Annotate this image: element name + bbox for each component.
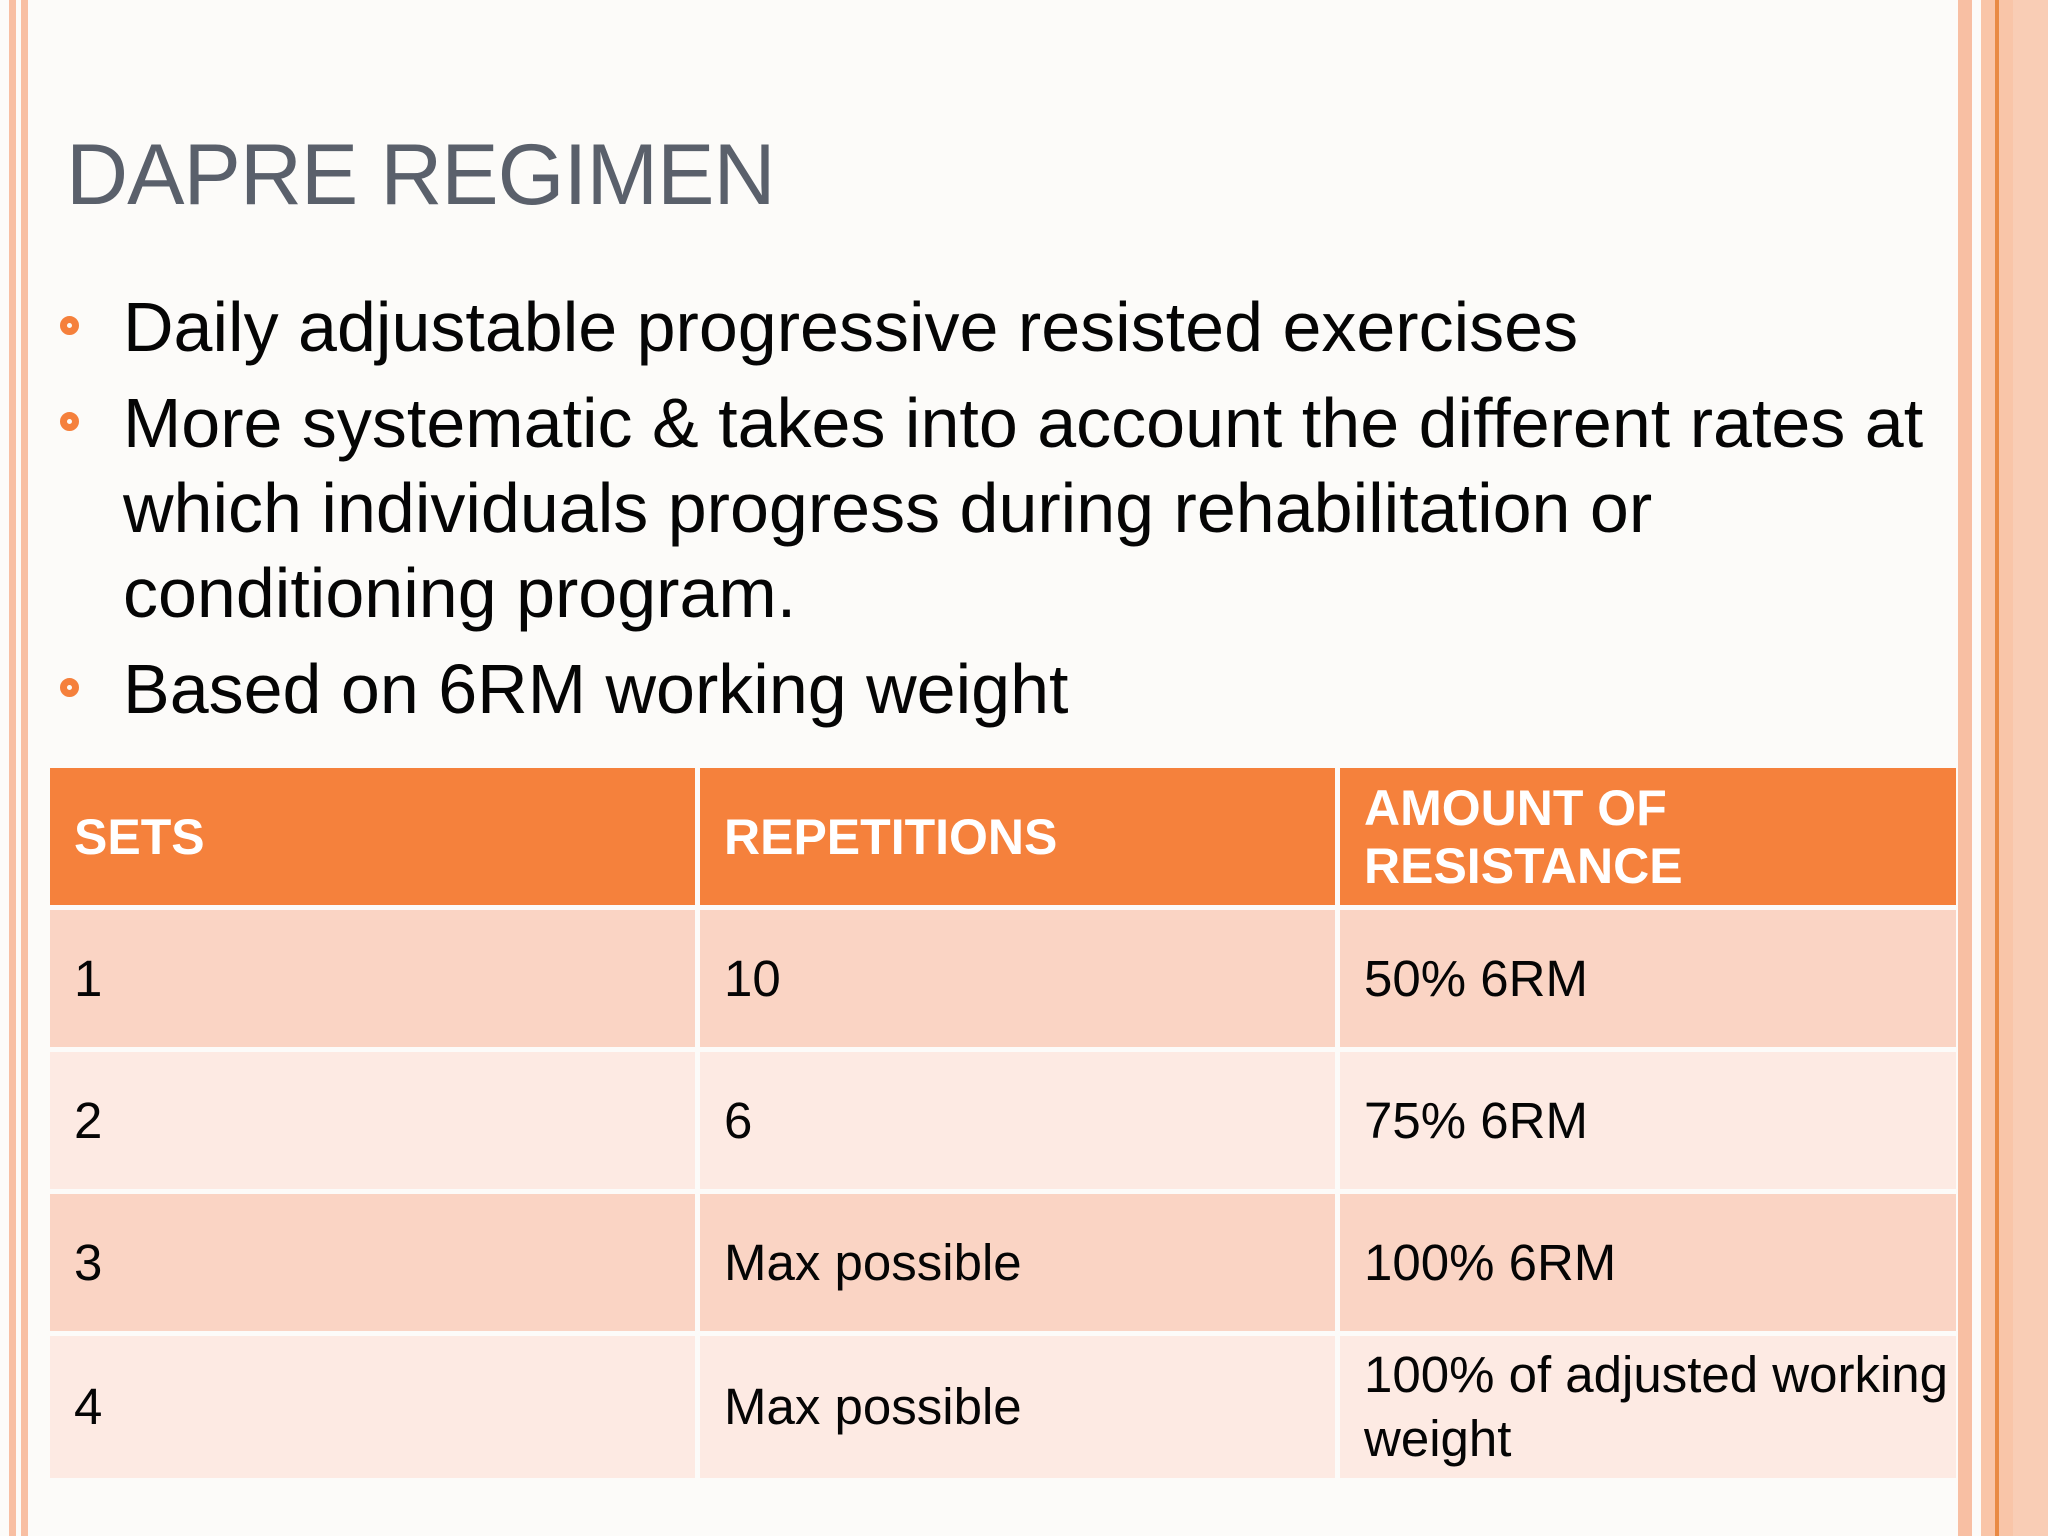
left-border-stripe-inner [21,0,28,1536]
header-cell-repetitions: REPETITIONS [700,768,1335,905]
slide-title: DAPRE REGIMEN [66,127,776,223]
bullet-circle-icon [60,412,79,431]
table-cell-r4-sets: 4 [50,1336,695,1478]
table-cell-r2-sets: 2 [50,1052,695,1189]
bullet-item-3: Based on 6RM working weight [60,647,1960,732]
right-border-stripe-inner [1958,0,1972,1536]
header-cell-sets: SETS [50,768,695,905]
right-border-accent-line [1995,0,1999,1536]
table-cell-r4-resistance: 100% of adjusted working weight [1340,1336,1956,1478]
bullet-item-2: More systematic & takes into account the… [60,381,1960,636]
table-cell-r2-reps: 6 [700,1052,1335,1189]
bullet-text-1: Daily adjustable progressive resisted ex… [123,288,1579,366]
table-cell-r3-reps: Max possible [700,1194,1335,1331]
table-cell-r3-sets: 3 [50,1194,695,1331]
table-cell-r4-reps: Max possible [700,1336,1335,1478]
dapre-table: SETS REPETITIONS AMOUNT OF RESISTANCE 1 … [50,768,1956,1478]
table-cell-r1-sets: 1 [50,910,695,1047]
bullet-circle-icon [60,678,79,697]
bullet-text-3: Based on 6RM working weight [123,650,1069,728]
right-border-band-outer [2013,0,2048,1536]
bullet-text-2: More systematic & takes into account the… [123,384,1924,632]
left-border-stripe-outer [9,0,16,1536]
table-cell-r1-reps: 10 [700,910,1335,1047]
table-cell-r1-resistance: 50% 6RM [1340,910,1956,1047]
bullet-circle-icon [60,316,79,335]
bullet-item-1: Daily adjustable progressive resisted ex… [60,285,1960,370]
bullet-list: Daily adjustable progressive resisted ex… [60,285,1960,732]
table-cell-r2-resistance: 75% 6RM [1340,1052,1956,1189]
header-cell-amount-of-resistance: AMOUNT OF RESISTANCE [1340,768,1956,905]
table-cell-r3-resistance: 100% 6RM [1340,1194,1956,1331]
